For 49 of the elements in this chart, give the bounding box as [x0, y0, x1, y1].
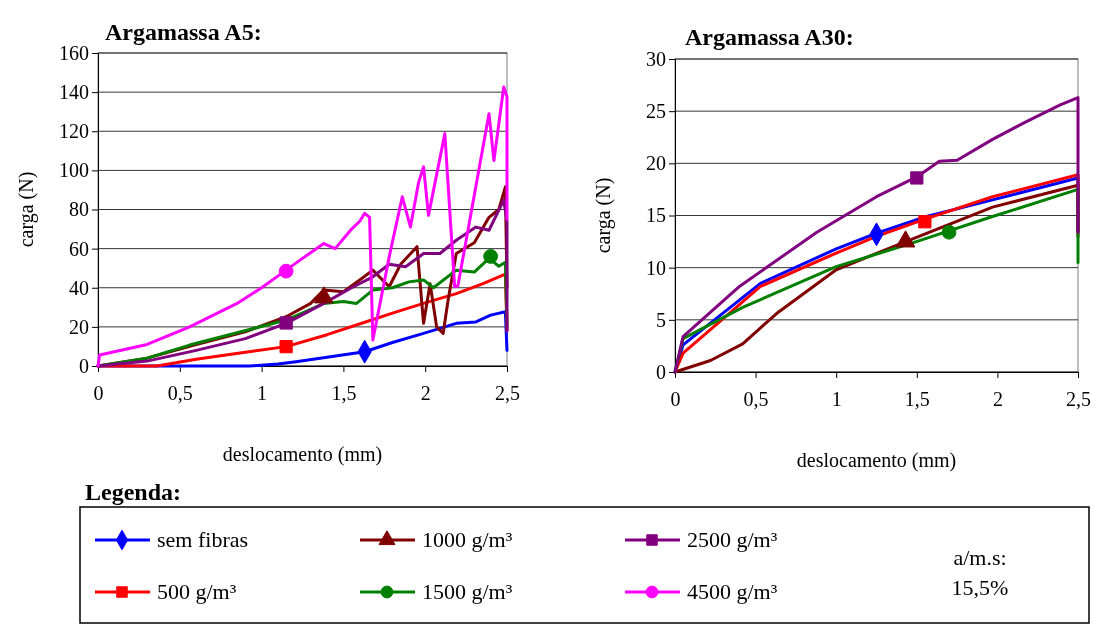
y-tick-label: 20 [646, 152, 666, 175]
point [279, 316, 293, 330]
x-axis-title: deslocamento (mm) [796, 449, 957, 472]
legend-label: 1000 g/m³ [422, 527, 513, 552]
y-axis-title: carga (N) [15, 171, 38, 248]
x-tick-label: 0 [93, 382, 104, 405]
text: a/m.s: 15,5% [951, 545, 1009, 600]
y-tick-label: 60 [69, 237, 89, 260]
x-tick-label: 1 [257, 382, 268, 405]
x-tick-label: 2 [992, 388, 1003, 411]
y-tick-label: 80 [69, 198, 89, 221]
y-tick-label: 10 [646, 256, 666, 279]
point [483, 249, 499, 264]
chart-title: Argamassa A30: [685, 24, 854, 50]
legend-label: 500 g/m³ [157, 579, 237, 604]
point [918, 215, 932, 229]
point [279, 340, 293, 354]
legend-title: Legenda: [85, 479, 181, 505]
y-tick-label: 15 [646, 204, 666, 227]
x-tick-label: 1,5 [331, 382, 357, 405]
legend-label: 2500 g/m³ [687, 527, 778, 552]
y-tick-label: 20 [69, 315, 89, 338]
y-tick-label: 0 [656, 360, 666, 383]
x-tick-label: 2,5 [1066, 388, 1091, 411]
x-tick-label: 1,5 [904, 388, 930, 411]
chart-title: Argamassa A5: [105, 19, 262, 45]
legend-label: 1500 g/m³ [422, 579, 513, 604]
legend-label: sem fibras [157, 527, 249, 552]
y-tick-label: 30 [646, 47, 666, 70]
y-tick-label: 25 [646, 100, 666, 123]
y-tick-label: 0 [79, 354, 89, 377]
point [941, 224, 957, 240]
y-axis-title: carga (N) [592, 177, 615, 254]
x-axis-title: deslocamento (mm) [222, 443, 383, 466]
x-tick-label: 2 [420, 382, 431, 405]
y-tick-label: 40 [69, 276, 89, 299]
x-tick-label: 2,5 [495, 382, 520, 405]
y-tick-label: 5 [656, 308, 666, 331]
point [910, 171, 924, 185]
x-tick-label: 0 [670, 388, 681, 411]
point [278, 263, 294, 279]
legend-label: 4500 g/m³ [687, 579, 778, 604]
y-tick-label: 140 [59, 81, 89, 104]
x-tick-label: 1 [831, 388, 842, 411]
y-tick-label: 100 [59, 159, 89, 182]
x-tick-label: 0,5 [743, 388, 769, 411]
y-tick-label: 160 [59, 41, 89, 64]
y-tick-label: 120 [59, 120, 89, 143]
x-tick-label: 0,5 [167, 382, 193, 405]
